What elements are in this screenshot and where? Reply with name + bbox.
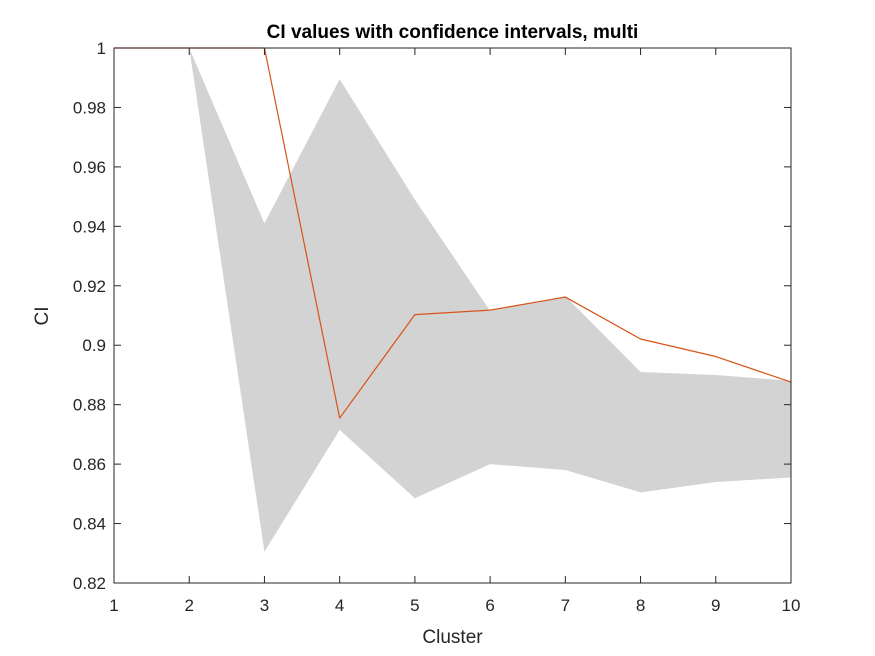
plot-area: 1 2 3 4 5 6 7 8 9 10 0.82 0.84 0.86 0.88 0.9 0.92 0.94 0.… (73, 39, 801, 615)
y-tick-label: 0.84 (73, 515, 106, 534)
x-tick-label: 7 (561, 596, 570, 615)
y-tick-label: 0.94 (73, 217, 106, 236)
x-tick-label: 9 (711, 596, 720, 615)
x-tick-label: 3 (260, 596, 269, 615)
x-tick-label: 6 (485, 596, 494, 615)
y-tick-label: 0.96 (73, 158, 106, 177)
y-tick-label: 0.9 (82, 336, 106, 355)
x-tick-label: 1 (109, 596, 118, 615)
axes-box (113, 47, 792, 584)
x-tick-label: 2 (184, 596, 193, 615)
chart-title: CI values with confidence intervals, mul… (267, 22, 639, 43)
x-tick-label: 4 (335, 596, 344, 615)
y-tick-label: 0.88 (73, 396, 106, 415)
confidence-band (114, 48, 791, 552)
x-axis-label: Cluster (422, 627, 483, 648)
y-axis-label: CI (32, 307, 53, 326)
x-tick-label: 10 (782, 596, 801, 615)
x-tick-label: 5 (410, 596, 419, 615)
y-tick-label: 0.98 (73, 98, 106, 117)
y-tick-label: 0.92 (73, 277, 106, 296)
y-tick-label: 0.86 (73, 455, 106, 474)
x-tick-label: 8 (636, 596, 645, 615)
y-tick-label: 0.82 (73, 574, 106, 593)
y-tick-label: 1 (97, 39, 106, 58)
